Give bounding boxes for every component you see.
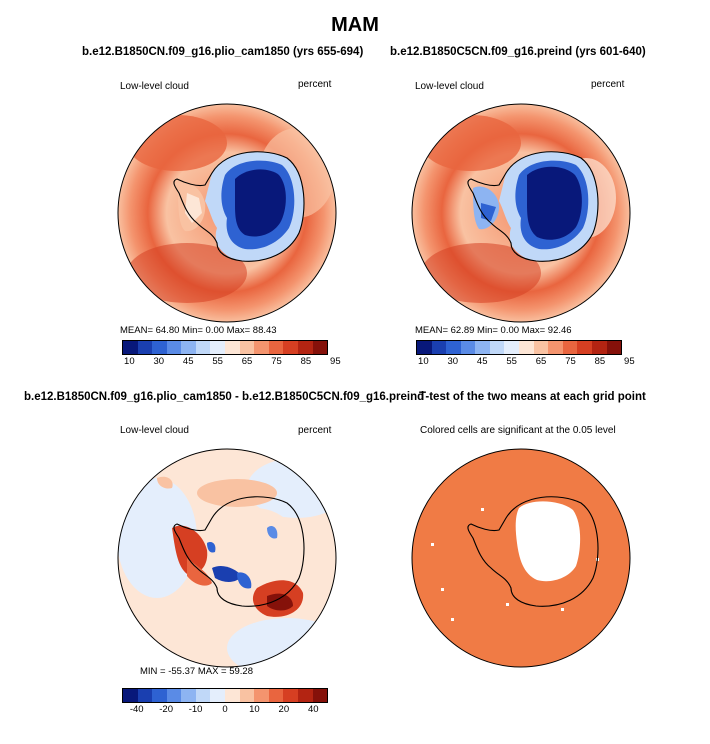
panel-1-colorbar bbox=[122, 340, 328, 355]
colorbar-tick-label: -20 bbox=[159, 704, 174, 715]
colorbar-cell bbox=[606, 341, 622, 354]
colorbar-tick-label: 65 bbox=[535, 356, 547, 367]
colorbar-cell bbox=[152, 341, 167, 354]
colorbar-cell bbox=[283, 341, 298, 354]
colorbar-tick-label: 20 bbox=[278, 704, 290, 715]
panel-2-colorbar bbox=[416, 340, 622, 355]
panel-3-stats: MIN = -55.37 MAX = 59.28 bbox=[140, 666, 254, 677]
panel-3-map bbox=[117, 448, 337, 668]
colorbar-tick-label: -40 bbox=[129, 704, 144, 715]
colorbar-cell bbox=[460, 341, 476, 354]
panel-2-colorbar-ticks: 10 30 45 55 65 75 85 95 bbox=[416, 356, 635, 370]
panel-1-units-label: percent bbox=[298, 79, 332, 90]
figure-title: MAM bbox=[331, 14, 379, 36]
colorbar-cell bbox=[268, 689, 284, 702]
panel-2-units-label: percent bbox=[591, 79, 625, 90]
colorbar-cell bbox=[123, 341, 138, 354]
colorbar-cell bbox=[195, 689, 211, 702]
colorbar-tick-label: 95 bbox=[624, 356, 635, 367]
colorbar-cell bbox=[225, 341, 240, 354]
colorbar-tick-label: 95 bbox=[330, 356, 341, 367]
colorbar-cell bbox=[166, 341, 182, 354]
panel-2-map bbox=[411, 103, 631, 323]
colorbar-cell bbox=[210, 689, 226, 702]
colorbar-cell bbox=[548, 341, 563, 354]
colorbar-tick-label: -10 bbox=[188, 704, 203, 715]
colorbar-cell bbox=[137, 689, 153, 702]
colorbar-cell bbox=[562, 341, 578, 354]
panel-1-title: b.e12.B1850CN.f09_g16.plio_cam1850 (yrs … bbox=[82, 46, 364, 58]
colorbar-cell bbox=[312, 341, 328, 354]
colorbar-tick-label: 45 bbox=[182, 356, 194, 367]
colorbar-tick-label: 45 bbox=[476, 356, 488, 367]
colorbar-cell bbox=[166, 689, 182, 702]
panel-3-units-label: percent bbox=[298, 425, 332, 436]
colorbar-cell bbox=[431, 341, 447, 354]
colorbar-tick-label: 75 bbox=[271, 356, 282, 367]
panel-1-variable-label: Low-level cloud bbox=[120, 81, 189, 92]
panel-4-title: T-test of the two means at each grid poi… bbox=[419, 391, 646, 403]
colorbar-cell bbox=[297, 341, 313, 354]
colorbar-cell bbox=[519, 341, 534, 354]
colorbar-tick-label: 65 bbox=[241, 356, 253, 367]
colorbar-cell bbox=[195, 341, 211, 354]
colorbar-cell bbox=[283, 689, 298, 702]
colorbar-cell bbox=[268, 341, 284, 354]
panel-2-variable-label: Low-level cloud bbox=[415, 81, 484, 92]
colorbar-tick-label: 40 bbox=[307, 704, 319, 715]
colorbar-cell bbox=[591, 341, 607, 354]
colorbar-tick-label: 55 bbox=[506, 356, 517, 367]
colorbar-tick-label: 10 bbox=[124, 356, 135, 367]
colorbar-cell bbox=[210, 341, 226, 354]
colorbar-cell bbox=[504, 341, 520, 354]
colorbar-cell bbox=[533, 341, 549, 354]
colorbar-cell bbox=[181, 689, 196, 702]
panel-2-stats: MEAN= 62.89 Min= 0.00 Max= 92.46 bbox=[415, 325, 572, 336]
panel-3-title: b.e12.B1850CN.f09_g16.plio_cam1850 - b.e… bbox=[24, 391, 425, 403]
colorbar-cell bbox=[297, 689, 313, 702]
panel-4-map bbox=[411, 448, 631, 668]
colorbar-cell bbox=[577, 341, 592, 354]
colorbar-cell bbox=[254, 689, 269, 702]
colorbar-tick-label: 75 bbox=[565, 356, 576, 367]
panel-3-colorbar-ticks: -40 -20 -10 0 10 20 40 bbox=[122, 704, 328, 718]
panel-3-colorbar bbox=[122, 688, 328, 703]
colorbar-tick-label: 10 bbox=[249, 704, 260, 715]
panel-1-stats: MEAN= 64.80 Min= 0.00 Max= 88.43 bbox=[120, 325, 277, 336]
colorbar-cell bbox=[489, 341, 505, 354]
panel-3-variable-label: Low-level cloud bbox=[120, 425, 189, 436]
colorbar-tick-label: 85 bbox=[594, 356, 606, 367]
colorbar-tick-label: 30 bbox=[447, 356, 459, 367]
colorbar-cell bbox=[239, 341, 255, 354]
colorbar-cell bbox=[181, 341, 196, 354]
panel-4-subtitle: Colored cells are significant at the 0.0… bbox=[420, 425, 616, 436]
colorbar-cell bbox=[152, 689, 167, 702]
colorbar-cell bbox=[137, 341, 153, 354]
panel-1-map bbox=[117, 103, 337, 323]
panel-2-title: b.e12.B1850C5CN.f09_g16.preind (yrs 601-… bbox=[390, 46, 646, 58]
colorbar-tick-label: 0 bbox=[222, 704, 228, 715]
colorbar-cell bbox=[225, 689, 240, 702]
colorbar-cell bbox=[417, 341, 432, 354]
panel-1-colorbar-ticks: 10 30 45 55 65 75 85 95 bbox=[122, 356, 341, 370]
colorbar-cell bbox=[312, 689, 328, 702]
colorbar-tick-label: 30 bbox=[153, 356, 165, 367]
colorbar-tick-label: 85 bbox=[300, 356, 312, 367]
colorbar-cell bbox=[239, 689, 255, 702]
colorbar-cell bbox=[123, 689, 138, 702]
colorbar-cell bbox=[475, 341, 490, 354]
colorbar-tick-label: 55 bbox=[212, 356, 223, 367]
colorbar-tick-label: 10 bbox=[418, 356, 429, 367]
colorbar-cell bbox=[446, 341, 461, 354]
colorbar-cell bbox=[254, 341, 269, 354]
